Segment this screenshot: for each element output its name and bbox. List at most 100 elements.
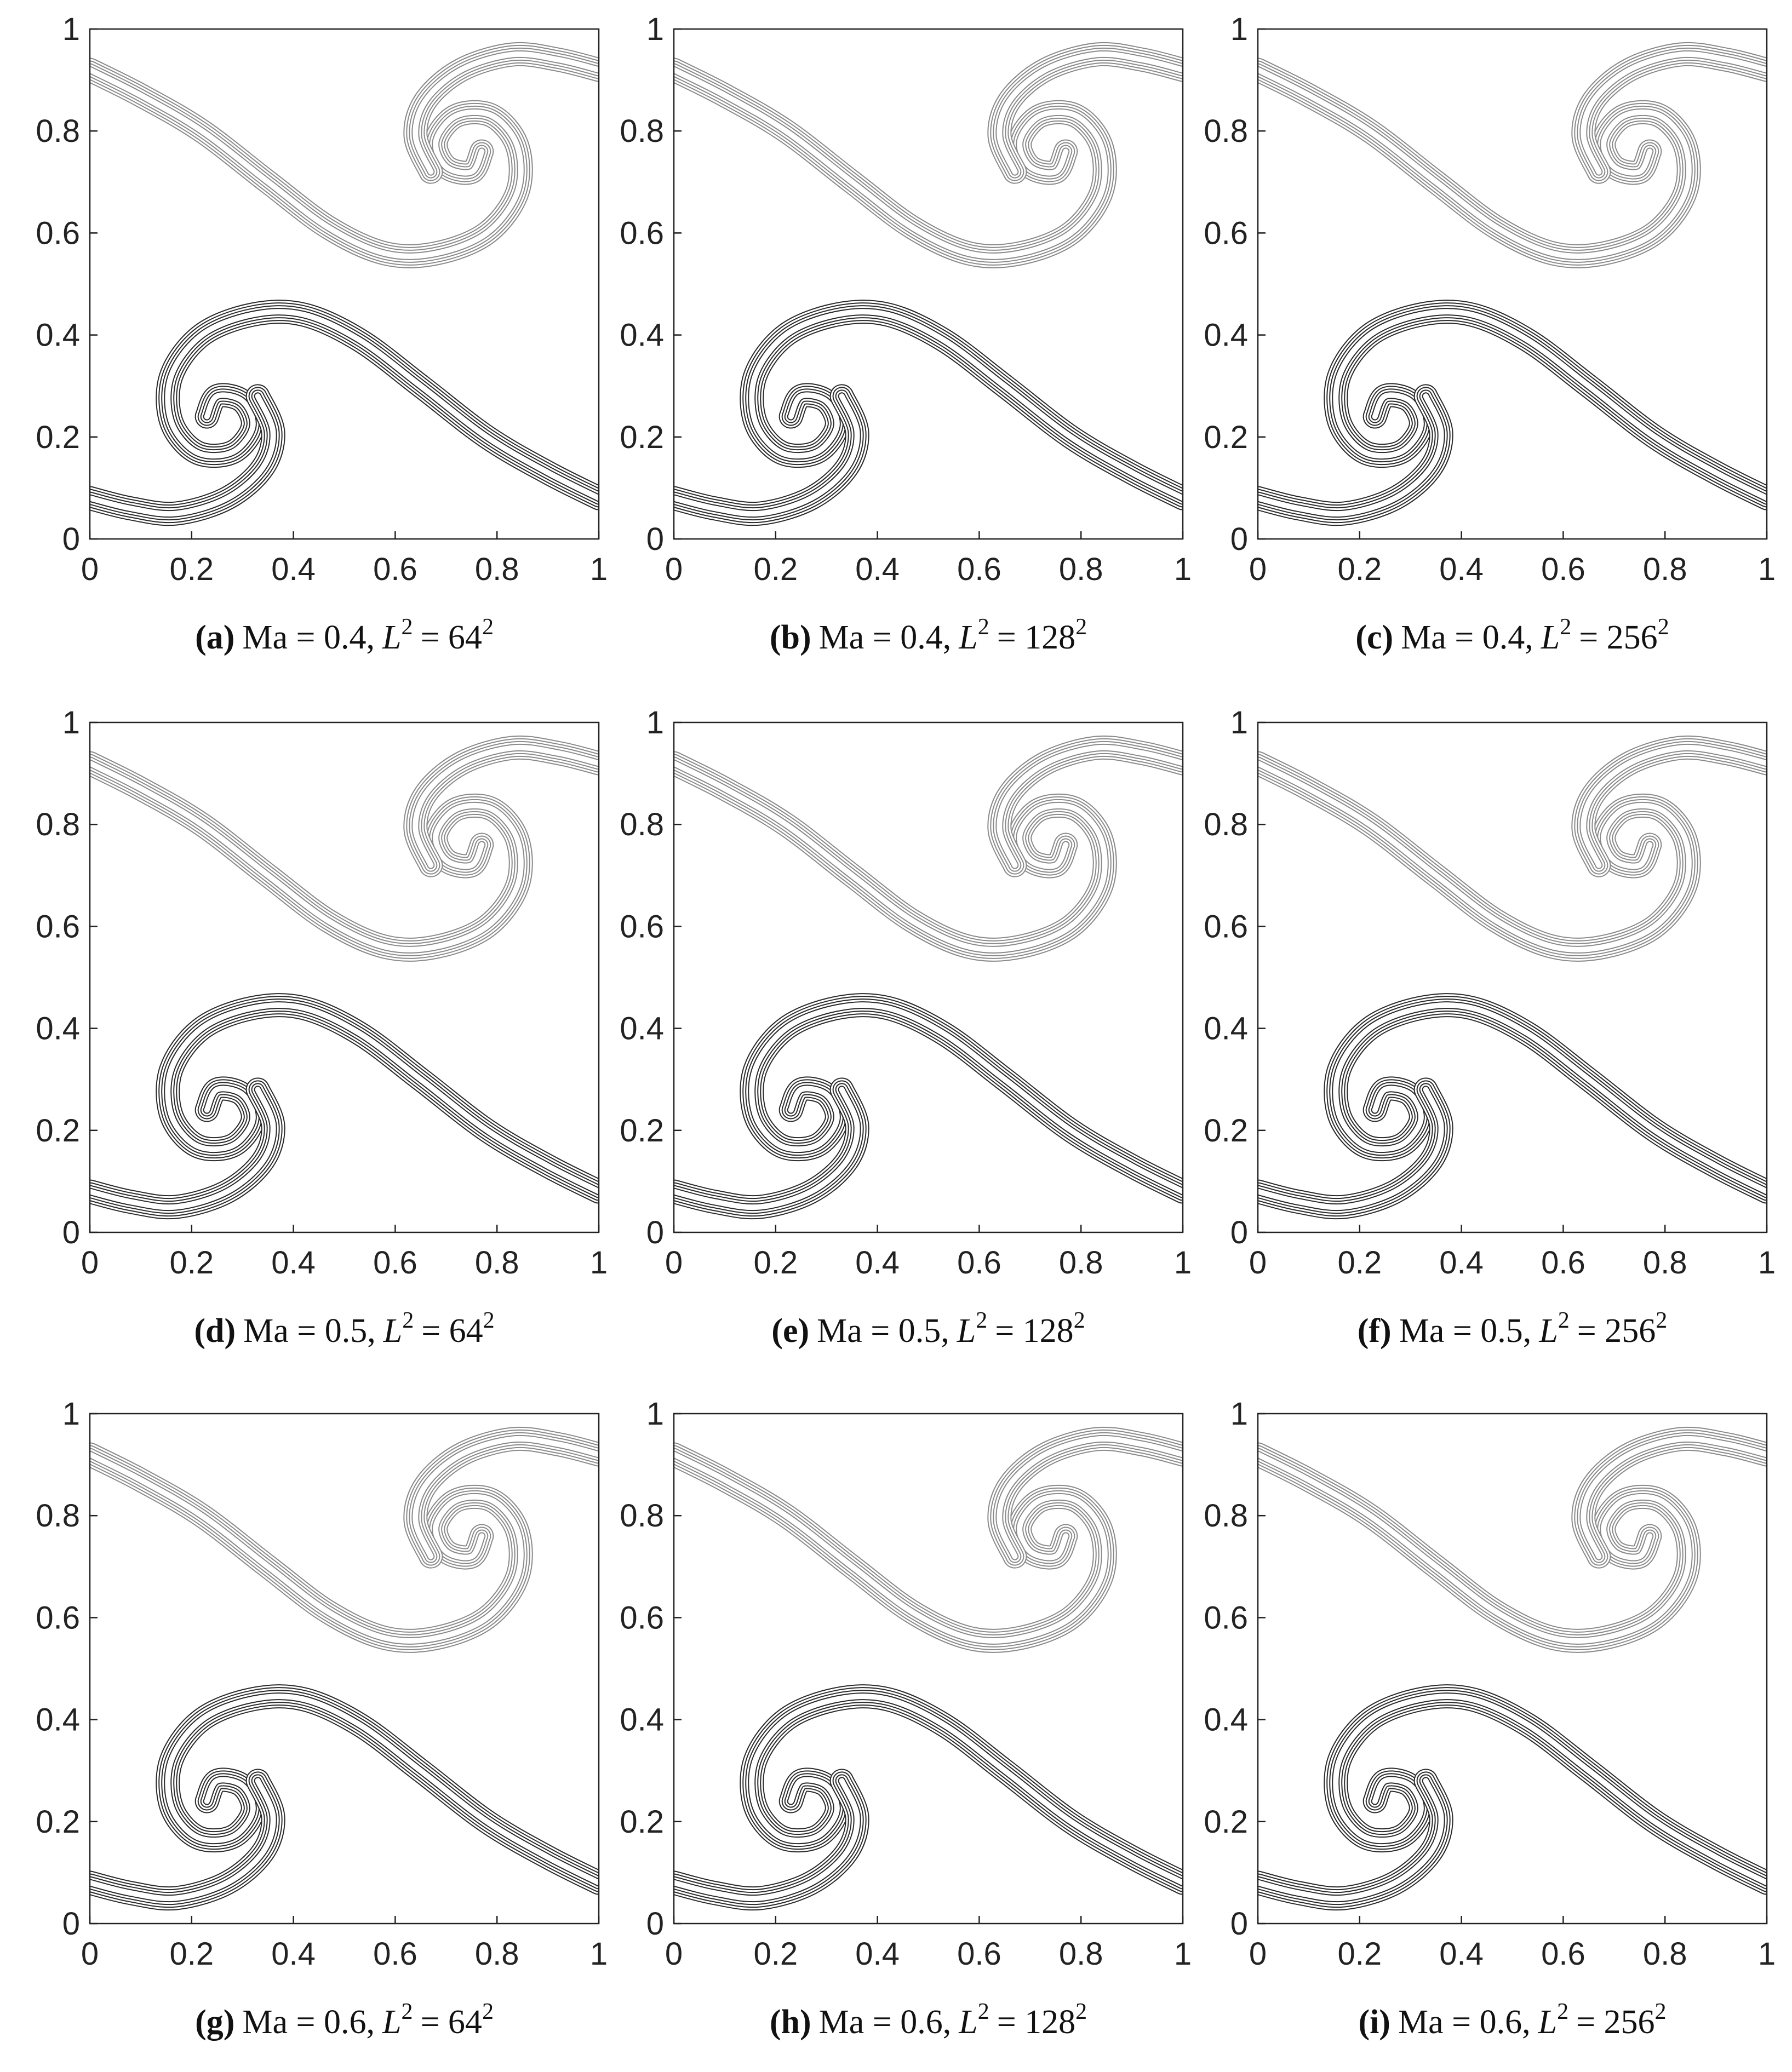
caption: (c) Ma = 0.4, L2 = 2562 (1355, 615, 1669, 656)
x-tick-label: 0.6 (1541, 1936, 1585, 1972)
x-tick-label: 0.6 (957, 1245, 1001, 1281)
axes-box (673, 721, 1184, 1233)
y-tick-label: 0.2 (620, 420, 664, 455)
contour-gap (90, 1087, 276, 1210)
x-tick-label: 0 (81, 552, 99, 587)
y-tick-label: 0 (62, 1215, 80, 1250)
plot-area (674, 1426, 1183, 1911)
axes-box (1257, 721, 1768, 1233)
x-tick-label: 0.6 (373, 1245, 417, 1281)
y-tick-label: 0.2 (1204, 420, 1248, 455)
x-tick-label: 0.2 (1337, 552, 1382, 587)
x-tick-label: 0.4 (1439, 552, 1484, 587)
y-tick-label: 0.4 (36, 318, 80, 353)
y-tick-label: 0 (1230, 1906, 1248, 1942)
caption-lhs-sup: 2 (976, 1308, 987, 1333)
y-tick-label: 0 (1230, 1215, 1248, 1250)
contour-gap (674, 393, 860, 517)
y-tick-label: 0 (1230, 521, 1248, 557)
contour-gap (674, 760, 1108, 952)
panel: 0 0.2 0.4 0.6 0.8 1 0 0.2 0.4 0.6 0.8 1 (b) Ma = 0.4,… (620, 12, 1192, 656)
x-tick-label: 1 (1174, 552, 1192, 587)
caption-lhs: L (382, 619, 401, 656)
x-tick-label: 0.8 (475, 1245, 519, 1281)
contour-gap (674, 67, 1108, 259)
panel: 0 0.2 0.4 0.6 0.8 1 0 0.2 0.4 0.6 0.8 1 (e) Ma = 0.5,… (620, 705, 1192, 1350)
x-tick-label: 0 (81, 1936, 99, 1972)
y-tick-label: 0.6 (620, 215, 664, 251)
y-tick-label: 1 (1230, 1396, 1248, 1432)
y-tick-label: 0.2 (36, 1804, 80, 1840)
x-tick-label: 0 (1249, 1936, 1267, 1972)
caption-rhs-sup: 2 (1075, 1999, 1087, 2024)
contour-gap (1333, 309, 1767, 501)
contour-gap (749, 1694, 1183, 1886)
caption-lhs-sup: 2 (978, 1999, 989, 2024)
y-tick-label: 1 (646, 705, 664, 741)
caption-rhs-sup: 2 (1075, 615, 1087, 640)
caption-rhs: = 128 (995, 1312, 1073, 1350)
y-tick-label: 0.8 (1204, 113, 1248, 149)
caption: (a) Ma = 0.4, L2 = 642 (195, 615, 494, 656)
y-tick-label: 0.8 (1204, 807, 1248, 842)
y-tick-label: 0 (62, 1906, 80, 1942)
panel: 0 0.2 0.4 0.6 0.8 1 0 0.2 0.4 0.6 0.8 1 (g) Ma = 0.6,… (36, 1396, 608, 2041)
x-tick-label: 0.2 (753, 552, 798, 587)
caption-mach: Ma = 0.6, (819, 2004, 952, 2041)
x-tick-label: 1 (590, 552, 608, 587)
x-tick-label: 0.6 (1541, 1245, 1585, 1281)
caption-label: (g) (195, 2004, 234, 2041)
y-tick-label: 0.4 (620, 1702, 664, 1738)
caption-mach: Ma = 0.5, (817, 1312, 949, 1350)
x-tick-label: 0.6 (957, 1936, 1001, 1972)
y-tick-label: 1 (62, 705, 80, 741)
y-tick-label: 0.8 (36, 807, 80, 842)
contour-gap (1581, 1436, 1767, 1559)
x-tick-label: 1 (1758, 1936, 1776, 1972)
x-tick-label: 0.8 (1059, 1245, 1103, 1281)
caption-lhs-sup: 2 (1557, 1999, 1568, 2024)
caption-label: (e) (771, 1312, 809, 1350)
caption: (d) Ma = 0.5, L2 = 642 (194, 1308, 494, 1350)
y-tick-label: 0.2 (1204, 1804, 1248, 1840)
x-tick-label: 0.6 (373, 552, 417, 587)
caption-mach: Ma = 0.4, (1401, 619, 1533, 656)
contour-gap (674, 1778, 860, 1902)
y-tick-label: 0.6 (36, 909, 80, 944)
axes-box (89, 28, 600, 540)
caption-rhs-sup: 2 (1074, 1308, 1085, 1333)
caption: (e) Ma = 0.5, L2 = 1282 (771, 1308, 1085, 1350)
contour-gap (674, 1451, 1108, 1644)
contour-gap (749, 309, 1183, 501)
x-tick-label: 0.8 (1643, 552, 1687, 587)
plot-area (1258, 1426, 1767, 1911)
contour-gap (1258, 393, 1444, 517)
axes-box (89, 721, 600, 1233)
y-tick-label: 0.2 (1204, 1113, 1248, 1149)
x-tick-label: 0.4 (855, 1245, 900, 1281)
x-tick-label: 1 (1758, 552, 1776, 587)
x-tick-label: 0.4 (855, 1936, 900, 1972)
x-tick-label: 0 (665, 1936, 683, 1972)
contour-gap (90, 393, 276, 517)
caption-lhs: L (958, 2004, 977, 2041)
axes-box (1257, 28, 1768, 540)
contour-gap (674, 1087, 860, 1210)
plot-area (674, 735, 1183, 1220)
contour-gap (413, 744, 599, 868)
y-tick-label: 0.2 (620, 1804, 664, 1840)
x-tick-label: 0 (1249, 1245, 1267, 1281)
panel: 0 0.2 0.4 0.6 0.8 1 0 0.2 0.4 0.6 0.8 1 (d) Ma = 0.5,… (36, 705, 608, 1350)
y-tick-label: 0.6 (36, 215, 80, 251)
caption-mach: Ma = 0.5, (1399, 1312, 1532, 1350)
caption-mach: Ma = 0.6, (242, 2004, 375, 2041)
caption: (b) Ma = 0.4, L2 = 1282 (770, 615, 1087, 656)
caption-label: (h) (770, 2004, 811, 2041)
x-tick-label: 1 (590, 1936, 608, 1972)
caption-mach: Ma = 0.6, (1398, 2004, 1531, 2041)
caption-lhs: L (383, 1312, 402, 1350)
y-tick-label: 0.8 (620, 113, 664, 149)
y-tick-label: 1 (1230, 12, 1248, 47)
y-tick-label: 0.4 (620, 318, 664, 353)
